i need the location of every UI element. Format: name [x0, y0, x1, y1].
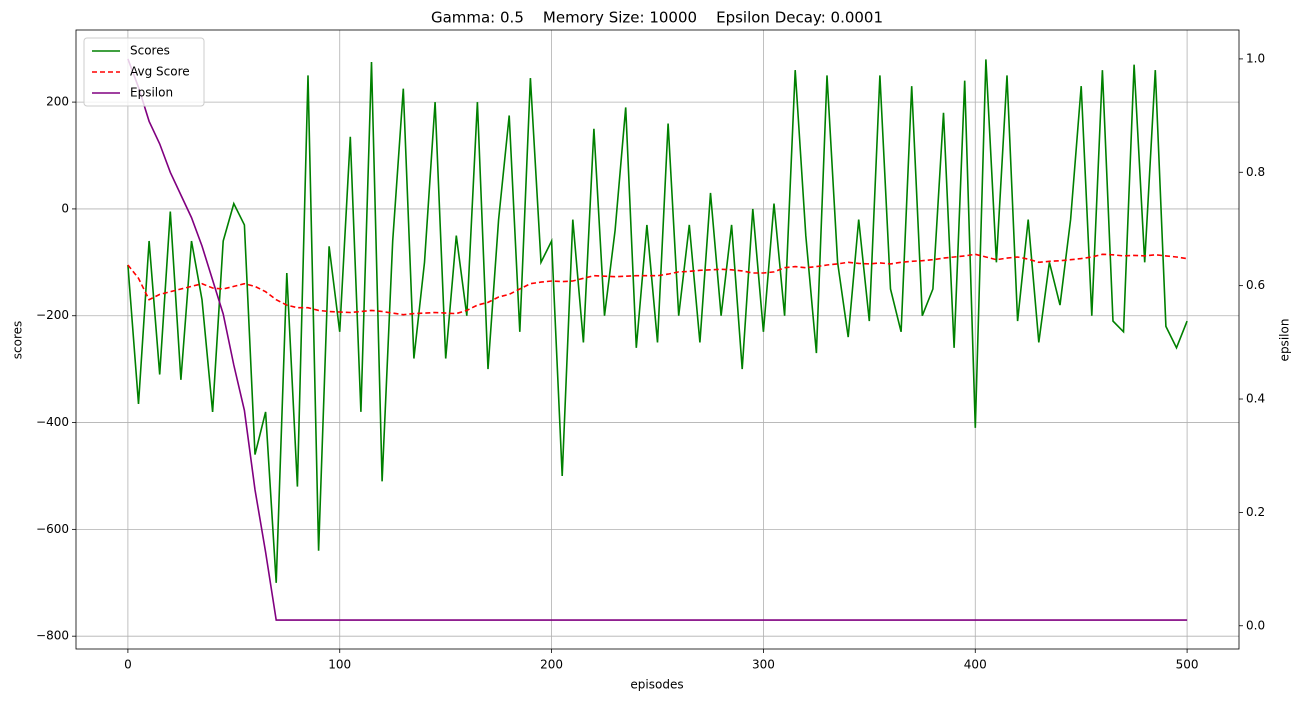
series-line: [127, 59, 1188, 583]
x-tick-label: 300: [752, 658, 775, 672]
y-tick-label: −400: [36, 415, 69, 429]
y2-tick-label: 0.2: [1246, 505, 1265, 519]
x-tick-label: 500: [1176, 658, 1199, 672]
y-tick-label: −800: [36, 629, 69, 643]
x-axis-label: episodes: [630, 678, 683, 692]
chart-title: Gamma: 0.5 Memory Size: 10000 Epsilon De…: [431, 9, 883, 27]
legend-box: [83, 37, 205, 107]
x-tick-label: 400: [964, 658, 987, 672]
x-tick-label: 0: [124, 658, 132, 672]
y2-tick-label: 0.6: [1246, 278, 1265, 292]
x-tick-label: 100: [328, 658, 351, 672]
y-tick-label: 0: [61, 201, 69, 215]
y-axis-label: scores: [11, 321, 25, 360]
legend-label: Avg Score: [130, 65, 190, 79]
legend-label: Epsilon: [130, 86, 173, 100]
y2-tick-label: 1.0: [1246, 51, 1265, 65]
y2-tick-label: 0.4: [1246, 392, 1265, 406]
series-line: [127, 253, 1188, 316]
y2-tick-label: 0.0: [1246, 618, 1265, 632]
plot-frame: [75, 29, 1240, 650]
series-line: [127, 58, 1188, 621]
y2-axis-label: epsilon: [1278, 319, 1292, 362]
x-tick-label: 200: [540, 658, 563, 672]
legend-label: Scores: [130, 44, 170, 58]
y-tick-label: 200: [46, 95, 69, 109]
y-tick-label: −200: [36, 308, 69, 322]
y2-tick-label: 0.8: [1246, 165, 1265, 179]
y-tick-label: −600: [36, 522, 69, 536]
